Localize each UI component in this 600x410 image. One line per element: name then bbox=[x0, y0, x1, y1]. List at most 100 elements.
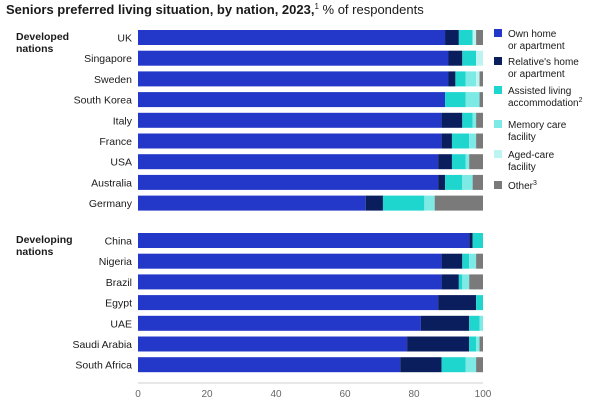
bar-row: South Africa bbox=[75, 357, 483, 373]
bar-segment-own-home bbox=[138, 112, 442, 128]
legend-label: Own home or apartment bbox=[508, 29, 565, 52]
legend-label: Aged-care facility bbox=[508, 150, 555, 173]
bar-row: Sweden bbox=[94, 71, 483, 87]
bar-segment-relatives-home bbox=[448, 71, 456, 87]
legend-swatch bbox=[494, 181, 502, 189]
bar-row: USA bbox=[110, 154, 483, 170]
bar-segment-own-home bbox=[138, 154, 439, 170]
legend-swatch bbox=[494, 120, 502, 128]
bar-segment-own-home bbox=[138, 30, 446, 45]
bar-segment-relatives-home bbox=[469, 233, 473, 248]
bar-segment-own-home bbox=[138, 133, 442, 149]
legend-swatch bbox=[494, 57, 502, 65]
bar-segment-relatives-home bbox=[400, 357, 442, 373]
bar-segment-assisted-living bbox=[462, 112, 473, 128]
bar-segment-own-home bbox=[138, 50, 449, 66]
bar-segment-assisted-living bbox=[476, 295, 483, 311]
bar-segment-own-home bbox=[138, 195, 366, 211]
row-label: Sweden bbox=[94, 74, 132, 86]
legend-swatch bbox=[494, 86, 502, 94]
bar-segment-assisted-living bbox=[382, 195, 425, 211]
group-label: Developed nations bbox=[16, 31, 69, 55]
bar-segment-assisted-living bbox=[462, 253, 470, 269]
row-label: South Korea bbox=[74, 95, 133, 107]
bar-segment-aged-care bbox=[476, 71, 480, 87]
bar-row: Germany bbox=[89, 195, 483, 211]
bar-segment-memory-care bbox=[462, 174, 473, 190]
bar-segment-other bbox=[476, 112, 483, 128]
bar-segment-assisted-living bbox=[441, 357, 466, 373]
bar-segment-own-home bbox=[138, 295, 439, 311]
bar-segment-memory-care bbox=[469, 133, 477, 149]
bar-segment-assisted-living bbox=[472, 233, 483, 248]
group-label-line: nations bbox=[16, 43, 53, 55]
bar-row: UK bbox=[117, 30, 483, 45]
chart-subtitle: % of respondents bbox=[319, 2, 424, 17]
row-label: UAE bbox=[110, 318, 132, 330]
legend-swatch bbox=[494, 150, 502, 158]
bar-segment-relatives-home bbox=[448, 50, 463, 66]
bar-segment-own-home bbox=[138, 71, 449, 87]
bar-segment-assisted-living bbox=[458, 274, 463, 290]
bar-segment-memory-care bbox=[462, 274, 470, 290]
bar-segment-other bbox=[476, 253, 483, 269]
bar-segment-other bbox=[434, 195, 483, 211]
bar-segment-relatives-home bbox=[438, 174, 446, 190]
bar-segment-relatives-home bbox=[441, 253, 463, 269]
bar-segment-assisted-living bbox=[445, 92, 466, 108]
row-label: Egypt bbox=[105, 298, 132, 310]
row-label: Germany bbox=[89, 198, 133, 210]
bar-segment-other bbox=[479, 71, 483, 87]
legend-item-other: Other3 bbox=[494, 180, 537, 192]
x-tick-label: 40 bbox=[270, 389, 282, 400]
row-label: Brazil bbox=[106, 277, 132, 289]
legend-item-assisted-living: Assisted living accommodation2 bbox=[494, 86, 583, 109]
row-label: Italy bbox=[113, 115, 133, 127]
bar-segment-other bbox=[472, 174, 483, 190]
row-label: Saudi Arabia bbox=[72, 339, 132, 351]
bar-segment-memory-care bbox=[465, 71, 477, 87]
x-axis: 0 20 40 60 80 100 bbox=[135, 382, 492, 400]
bar-segment-aged-care bbox=[476, 50, 483, 66]
group-labels: Developed nations Developing nations bbox=[16, 31, 73, 258]
bar-segment-own-home bbox=[138, 92, 446, 108]
bar-segment-memory-care bbox=[472, 112, 477, 128]
legend-label: Relative's home or apartment bbox=[508, 57, 579, 80]
bar-segment-own-home bbox=[138, 233, 470, 248]
bar-row: Italy bbox=[113, 112, 483, 128]
bar-row: France bbox=[99, 133, 483, 149]
chart-title: Seniors preferred living situation, by n… bbox=[6, 2, 424, 17]
x-tick-label: 20 bbox=[201, 389, 213, 400]
row-label: Australia bbox=[91, 177, 132, 189]
bar-segment-memory-care bbox=[465, 92, 480, 108]
bar-segment-assisted-living bbox=[451, 133, 470, 149]
bar-row: Saudi Arabia bbox=[72, 336, 483, 352]
group-label-line: nations bbox=[16, 246, 53, 258]
row-label: France bbox=[99, 136, 132, 148]
legend-item-relatives-home: Relative's home or apartment bbox=[494, 57, 579, 80]
bar-segment-relatives-home bbox=[441, 112, 463, 128]
bar-segment-memory-care bbox=[476, 336, 480, 352]
bar-segment-relatives-home bbox=[441, 274, 459, 290]
bar-row: Nigeria bbox=[99, 253, 483, 269]
x-tick-label: 80 bbox=[408, 389, 420, 400]
row-label: China bbox=[105, 236, 133, 248]
bar-segment-other bbox=[469, 274, 483, 290]
bar-segment-assisted-living bbox=[458, 30, 473, 45]
row-label: UK bbox=[117, 33, 132, 45]
bar-segment-own-home bbox=[138, 336, 408, 352]
bar-segment-other bbox=[479, 336, 483, 352]
bar-segment-memory-care bbox=[469, 253, 477, 269]
legend-item-own-home: Own home or apartment bbox=[494, 29, 565, 52]
row-label: Singapore bbox=[84, 53, 132, 65]
legend-label: Assisted living accommodation2 bbox=[508, 86, 583, 109]
bar-segment-memory-care bbox=[465, 357, 477, 373]
bar-segment-other bbox=[469, 154, 483, 170]
bar-segment-relatives-home bbox=[445, 30, 459, 45]
bar-segment-relatives-home bbox=[441, 133, 452, 149]
legend-label: Memory care facility bbox=[508, 120, 567, 143]
group-label: Developing nations bbox=[16, 234, 73, 258]
bar-row: Egypt bbox=[105, 295, 483, 311]
bar-segment-aged-care bbox=[472, 30, 477, 45]
